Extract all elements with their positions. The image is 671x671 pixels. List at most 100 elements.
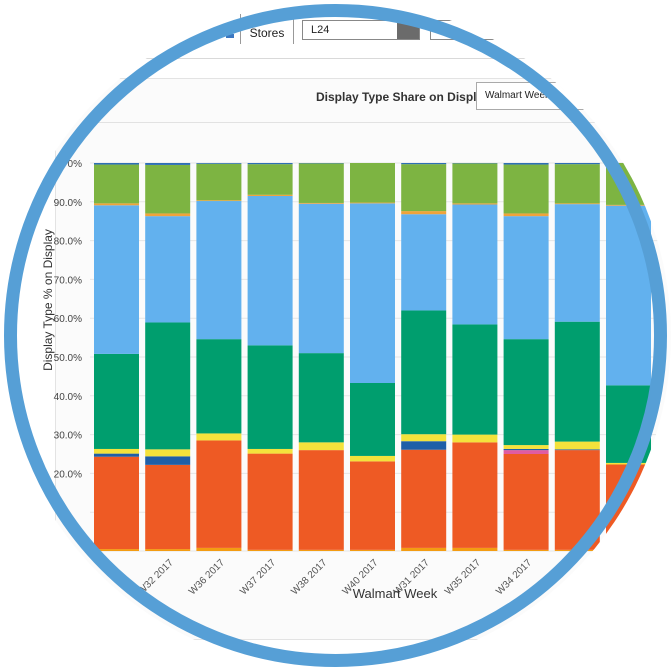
bar-segment — [196, 547, 242, 551]
x-tick-label: W35 2017 — [443, 557, 483, 597]
week-select[interactable]: Walmart Week — [476, 82, 636, 110]
bar-segment — [554, 449, 600, 451]
bar-segment — [298, 549, 344, 551]
y-tick-label: 40.0% — [54, 392, 82, 403]
bar-segment — [503, 213, 549, 217]
bar-segment — [196, 339, 242, 434]
bar-segment — [503, 216, 549, 340]
bar-segment — [554, 450, 600, 550]
bar-segment — [452, 434, 498, 443]
bar-segment — [145, 464, 191, 550]
bar-segment — [94, 163, 139, 165]
bar-segment — [196, 433, 242, 441]
bar-segment — [94, 456, 139, 550]
period-select-value: L24 — [311, 24, 330, 36]
bar-segment — [145, 549, 191, 551]
period-select-caret-icon[interactable] — [397, 21, 419, 39]
bar-segment — [401, 434, 447, 442]
bar-segment — [298, 163, 344, 203]
bar-segment — [247, 194, 293, 196]
bar-segment — [401, 441, 447, 450]
bar-segment — [606, 204, 651, 206]
y-tick-label: 50.0% — [54, 353, 82, 364]
bar-segment — [554, 441, 600, 450]
bar-segment — [247, 448, 293, 454]
bar-segment — [298, 203, 344, 354]
x-tick-label: W32 2017 — [136, 557, 176, 597]
y-tick-label: 60.0% — [54, 314, 82, 325]
bar-segment — [247, 345, 293, 449]
y-tick-label: 30.0% — [54, 431, 82, 442]
bar-segment — [554, 549, 600, 551]
bar-segment — [503, 454, 549, 550]
bar-segment — [350, 202, 395, 204]
bar-segment — [401, 547, 447, 551]
bar-segment — [350, 549, 395, 551]
bar-segment — [503, 163, 549, 165]
bar-segment — [606, 462, 651, 465]
bar-segment — [247, 195, 293, 346]
bar-segment — [503, 549, 549, 551]
bar-segment — [350, 382, 395, 456]
bar-segment — [298, 353, 344, 443]
x-axis-title: Walmart Week — [353, 586, 438, 601]
bar-segment — [606, 464, 651, 550]
bar-segment — [606, 385, 651, 463]
bar-segment — [503, 448, 549, 451]
bar-segment — [503, 164, 549, 214]
bar-segment — [196, 163, 242, 164]
bar-segment — [503, 450, 549, 454]
bar-segment — [350, 455, 395, 462]
bar-segment — [145, 449, 191, 457]
period-select[interactable]: L24 — [302, 20, 420, 40]
bar-segment — [298, 450, 344, 550]
bar-segment — [247, 164, 293, 195]
bar-segment — [554, 204, 600, 322]
bar-segment — [606, 163, 651, 205]
bar-segment — [298, 442, 344, 451]
x-tick-label: W38 2017 — [289, 557, 329, 597]
bar-segment — [196, 163, 242, 201]
bar-segment — [247, 549, 293, 551]
bar-segment — [145, 216, 191, 323]
bar-segment — [94, 203, 139, 206]
bar-segment — [145, 322, 191, 450]
bar-segment — [452, 163, 498, 204]
y-tick-label: 20.0% — [54, 469, 82, 480]
bar-segment — [401, 449, 447, 548]
bar-segment — [554, 163, 600, 165]
bar-segment — [196, 201, 242, 340]
bar-segment — [350, 203, 395, 383]
y-tick-label: 70.0% — [54, 275, 82, 286]
bar-segment — [503, 445, 549, 449]
x-tick-label: W34 2017 — [494, 557, 534, 597]
bar-segment — [452, 442, 498, 548]
secondary-select[interactable] — [430, 20, 590, 40]
bar-segment — [452, 547, 498, 551]
bar-segment — [94, 448, 139, 454]
bar-segment — [247, 163, 293, 165]
bar-segment — [452, 324, 498, 435]
bar-segment — [452, 204, 498, 325]
bar-segment — [145, 164, 191, 214]
stores-tab[interactable]: Stores — [240, 14, 294, 44]
bar-segment — [401, 214, 447, 311]
bar-segment — [298, 202, 344, 204]
bar-segment — [196, 200, 242, 202]
bar-segment — [554, 164, 600, 204]
y-tick-label: 0% — [68, 159, 83, 170]
bar-segment — [145, 163, 191, 165]
bar-segment — [94, 205, 139, 354]
bar-segment — [94, 353, 139, 449]
bar-segment — [145, 213, 191, 217]
bar-segment — [350, 163, 395, 203]
x-tick-label: W37 2017 — [238, 557, 278, 597]
bar-segment — [606, 205, 651, 386]
bar-segment — [401, 310, 447, 435]
bar-segment — [94, 164, 139, 204]
bar-segment — [452, 203, 498, 205]
y-tick-label: 90.0% — [54, 198, 82, 209]
